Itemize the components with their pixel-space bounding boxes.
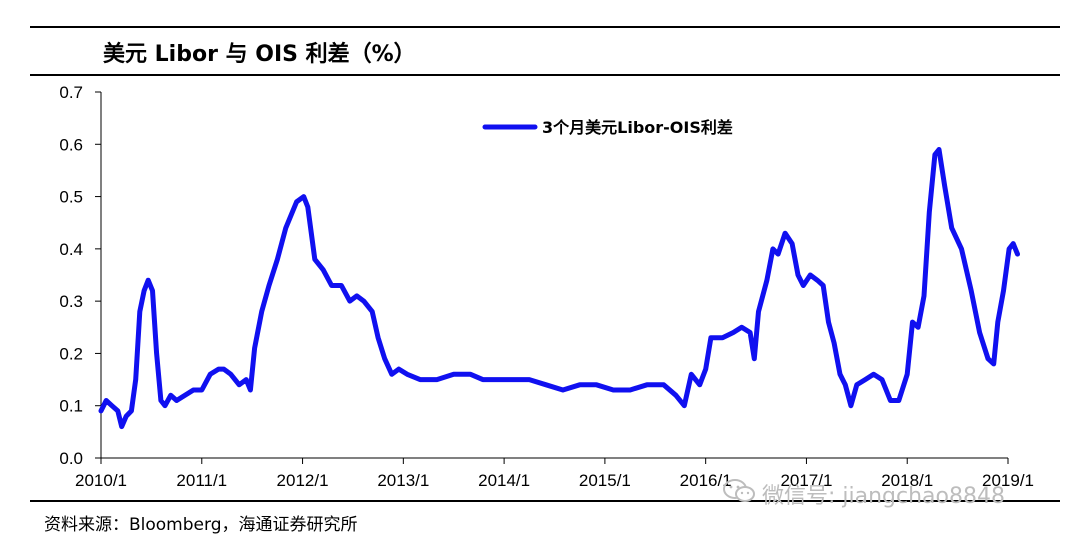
- x-tick-label: 2014/1: [478, 471, 530, 490]
- top-rule: [30, 26, 1060, 28]
- y-tick-label: 0.7: [59, 83, 83, 102]
- y-tick-label: 0.1: [59, 397, 83, 416]
- y-tick-label: 0.5: [59, 188, 83, 207]
- y-tick-label: 0.6: [59, 135, 83, 154]
- x-tick-label: 2015/1: [579, 471, 631, 490]
- x-tick-label: 2010/1: [75, 471, 127, 490]
- y-tick-label: 0.4: [59, 240, 83, 259]
- title-rule: [30, 74, 1060, 76]
- source-rule: [30, 500, 1060, 502]
- x-tick-label: 2011/1: [176, 471, 227, 490]
- wechat-icon: [722, 478, 756, 510]
- plot-area: [98, 147, 1020, 430]
- x-tick-label: 2016/1: [680, 471, 732, 490]
- series-line: [98, 147, 1020, 430]
- x-tick-label: 2017/1: [780, 471, 832, 490]
- y-tick-label: 0.3: [59, 292, 83, 311]
- x-axis: 2010/1 2011/1 2012/1 2013/1 2014/1 2015/1 2016…: [75, 457, 1034, 490]
- x-tick-label: 2013/1: [377, 471, 429, 490]
- y-axis: 0.0 0.1 0.2 0.3 0.4 0.5 0.6 0.7: [59, 83, 102, 468]
- x-tick-label: 2012/1: [277, 471, 329, 490]
- y-tick-label: 0.0: [59, 449, 83, 468]
- watermark: 微信号: jiangchao8848: [722, 478, 1005, 510]
- watermark-text: 微信号: jiangchao8848: [762, 484, 1005, 509]
- x-tick-label: 2018/1: [881, 471, 933, 490]
- y-tick-label: 0.2: [59, 344, 83, 363]
- x-tick-label: 2019/1: [982, 471, 1034, 490]
- source-note: 资料来源：Bloomberg，海通证券研究所: [44, 515, 358, 535]
- line-chart: 0.00.10.20.30.40.50.60.7 2010/1 2011/1 201…: [59, 83, 1034, 490]
- legend: 3个月美元Libor-OIS利差: [482, 118, 733, 137]
- page-title: 美元 Libor 与 OIS 利差（%）: [103, 42, 416, 67]
- legend-label: 3个月美元Libor-OIS利差: [542, 118, 733, 137]
